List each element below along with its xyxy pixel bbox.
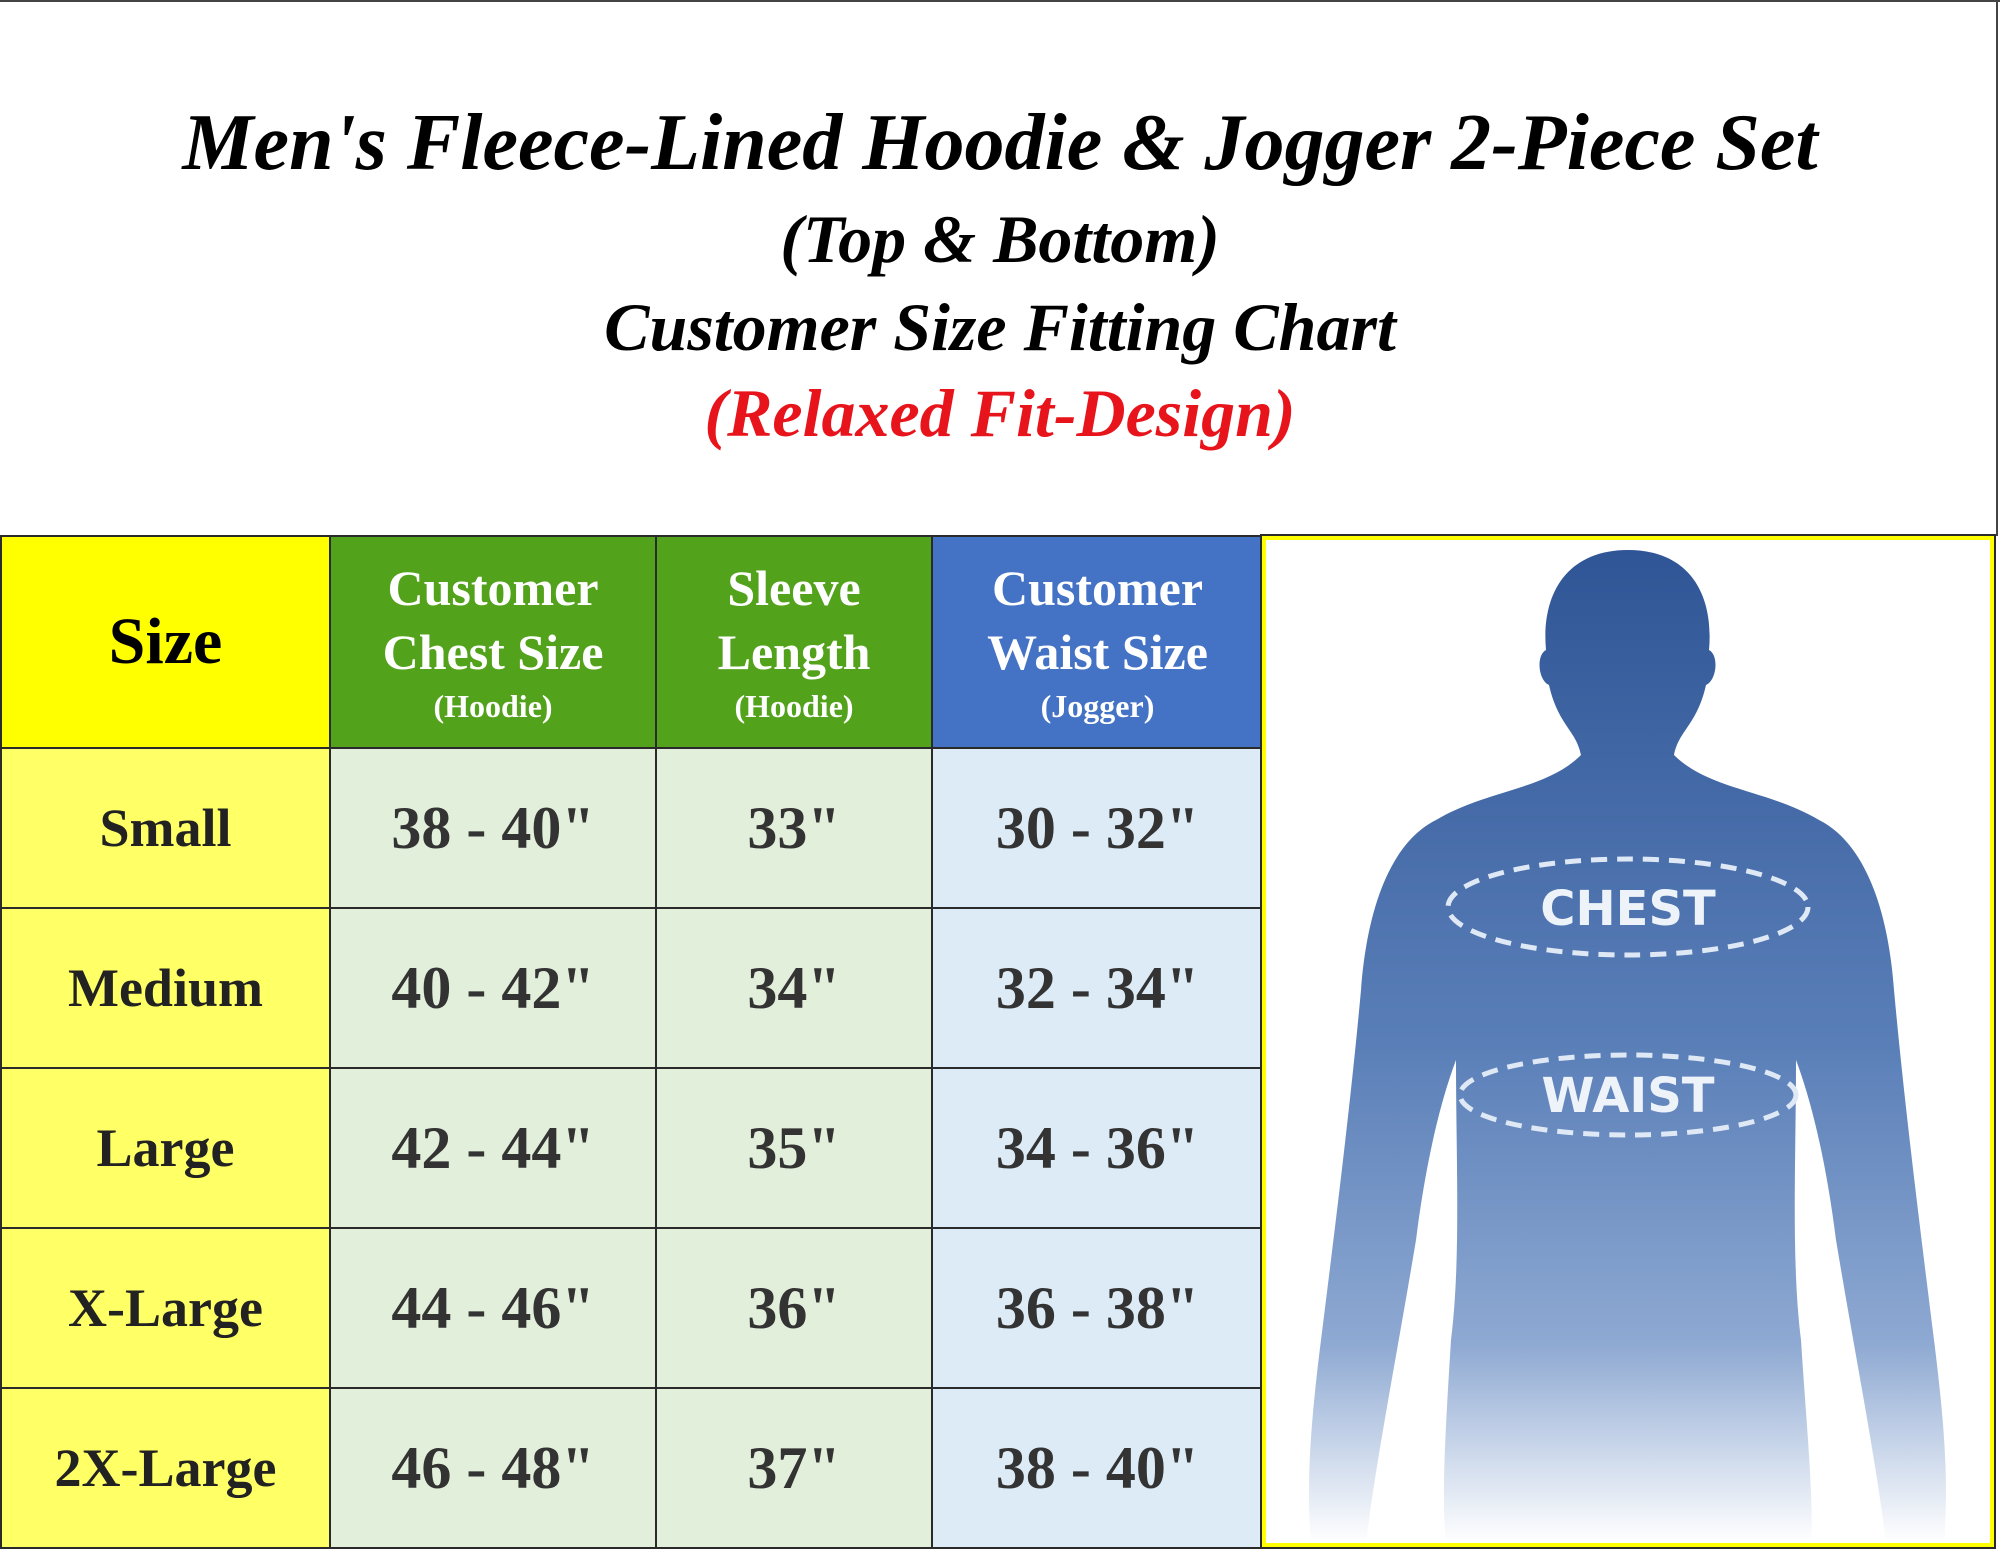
cell-size: Large	[0, 1067, 331, 1229]
header-chest-line2: Chest Size	[382, 624, 604, 680]
title: Men's Fleece-Lined Hoodie & Jogger 2-Pie…	[182, 99, 1818, 187]
cell-size: 2X-Large	[0, 1387, 331, 1549]
cell-waist: 38 - 40"	[931, 1387, 1264, 1549]
cell-waist: 34 - 36"	[931, 1067, 1264, 1229]
cell-size: Small	[0, 747, 331, 909]
cell-size: X-Large	[0, 1227, 331, 1389]
cell-chest: 46 - 48"	[329, 1387, 657, 1549]
header-sleeve: Sleeve Length (Hoodie)	[655, 535, 933, 749]
header-chest-sub: (Hoodie)	[433, 688, 553, 724]
header-sleeve-line2: Length	[717, 624, 871, 680]
cell-chest: 44 - 46"	[329, 1227, 657, 1389]
silhouette-shape	[1309, 550, 1946, 1543]
cell-sleeve: 37"	[655, 1387, 933, 1549]
cell-size: Medium	[0, 907, 331, 1069]
body-measurement-figure: CHEST WAIST	[1260, 534, 1996, 1549]
cell-chest: 40 - 42"	[329, 907, 657, 1069]
header-row: Size Customer Chest Size (Hoodie) Sleeve Le…	[0, 535, 1264, 749]
waist-label: WAIST	[1541, 1068, 1714, 1124]
cell-sleeve: 33"	[655, 747, 933, 909]
header-chest-line1: Customer	[387, 560, 599, 616]
chest-ellipse	[1445, 856, 1811, 958]
cell-sleeve: 34"	[655, 907, 933, 1069]
cell-sleeve: 36"	[655, 1227, 933, 1389]
cell-waist: 36 - 38"	[931, 1227, 1264, 1389]
top-border	[0, 0, 2000, 2]
cell-chest: 42 - 44"	[329, 1067, 657, 1229]
fit-note: (Relaxed Fit-Design)	[704, 375, 1296, 451]
header-waist-sub: (Jogger)	[1040, 688, 1155, 724]
cell-waist: 32 - 34"	[931, 907, 1264, 1069]
header-waist-line1: Customer	[991, 560, 1204, 616]
cell-sleeve: 35"	[655, 1067, 933, 1229]
subtitle-top-bottom: (Top & Bottom)	[780, 201, 1220, 277]
waist-ellipse	[1457, 1052, 1799, 1138]
chart-title: Customer Size Fitting Chart	[604, 289, 1396, 365]
header-waist-line2: Waist Size	[987, 624, 1208, 680]
header-waist: Customer Waist Size (Jogger)	[931, 535, 1264, 749]
chest-label: CHEST	[1540, 881, 1716, 937]
right-border	[1996, 0, 1998, 536]
body-silhouette: CHEST WAIST	[1309, 550, 1946, 1543]
header-size: Size	[0, 535, 331, 749]
table-row: Large 42 - 44" 35" 34 - 36"	[0, 1067, 1264, 1229]
table-row: Medium 40 - 42" 34" 32 - 34"	[0, 907, 1264, 1069]
table-row: Small 38 - 40" 33" 30 - 32"	[0, 747, 1264, 909]
cell-waist: 30 - 32"	[931, 747, 1264, 909]
cell-chest: 38 - 40"	[329, 747, 657, 909]
size-table: Size Customer Chest Size (Hoodie) Sleeve Le…	[0, 535, 1264, 1549]
header-chest: Customer Chest Size (Hoodie)	[329, 535, 657, 749]
header-sleeve-sub: (Hoodie)	[734, 688, 854, 724]
table-row: 2X-Large 46 - 48" 37" 38 - 40"	[0, 1387, 1264, 1549]
table-row: X-Large 44 - 46" 36" 36 - 38"	[0, 1227, 1264, 1389]
header-sleeve-line1: Sleeve	[727, 560, 861, 616]
